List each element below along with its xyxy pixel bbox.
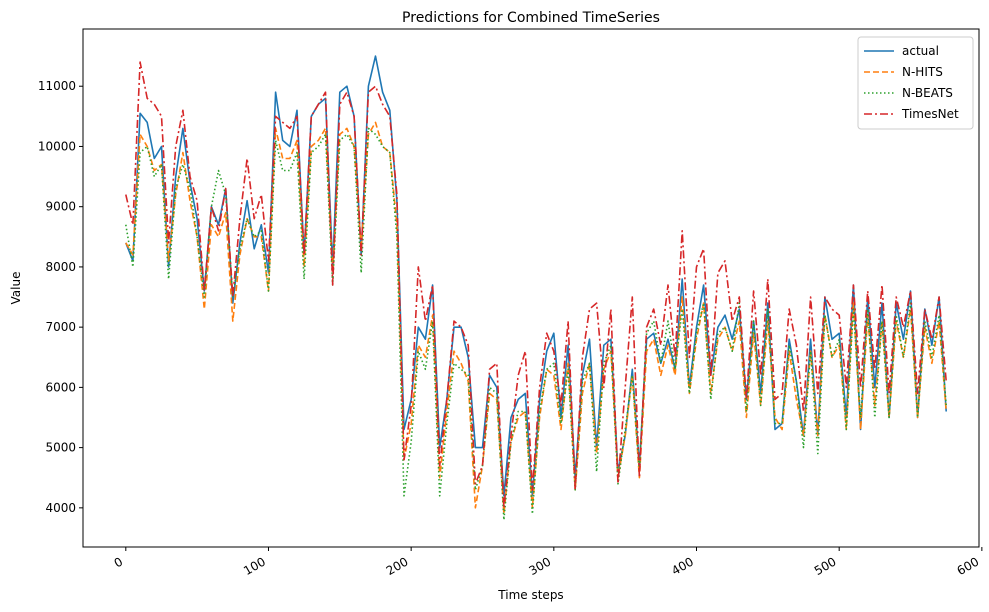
legend-label: actual — [902, 44, 939, 58]
legend-item-n-hits: N-HITS — [864, 65, 943, 79]
legend-label: N-HITS — [902, 65, 943, 79]
legend: actual N-HITS N-BEATS TimesNet — [857, 36, 974, 130]
series-line-timesnet — [125, 61, 947, 509]
legend-label: TimesNet — [901, 107, 959, 121]
series-layer — [125, 55, 947, 521]
y-tick-label: 11000 — [38, 79, 76, 93]
legend-box — [857, 36, 974, 130]
y-tick-label: 9000 — [45, 200, 76, 214]
y-tick-label: 5000 — [45, 441, 76, 455]
plot-frame — [82, 28, 980, 548]
y-tick-label: 6000 — [45, 380, 76, 394]
chart-title: Predictions for Combined TimeSeries — [402, 10, 660, 26]
y-tick-label: 4000 — [45, 501, 76, 515]
legend-item-actual: actual — [864, 44, 939, 58]
x-axis: 0 100 200 300 400 500 600 — [112, 547, 983, 578]
legend-label: N-BEATS — [902, 86, 953, 100]
y-axis-label: Value — [9, 272, 23, 305]
y-tick-label: 8000 — [45, 260, 76, 274]
x-axis-label: Time steps — [497, 588, 563, 602]
series-line-actual — [125, 55, 947, 497]
y-tick-label: 10000 — [38, 139, 76, 153]
y-tick-label: 7000 — [45, 320, 76, 334]
y-axis: 4000 5000 6000 7000 8000 9000 10000 11000 — [38, 79, 83, 515]
legend-item-timesnet: TimesNet — [864, 107, 959, 121]
legend-item-n-beats: N-BEATS — [864, 86, 953, 100]
